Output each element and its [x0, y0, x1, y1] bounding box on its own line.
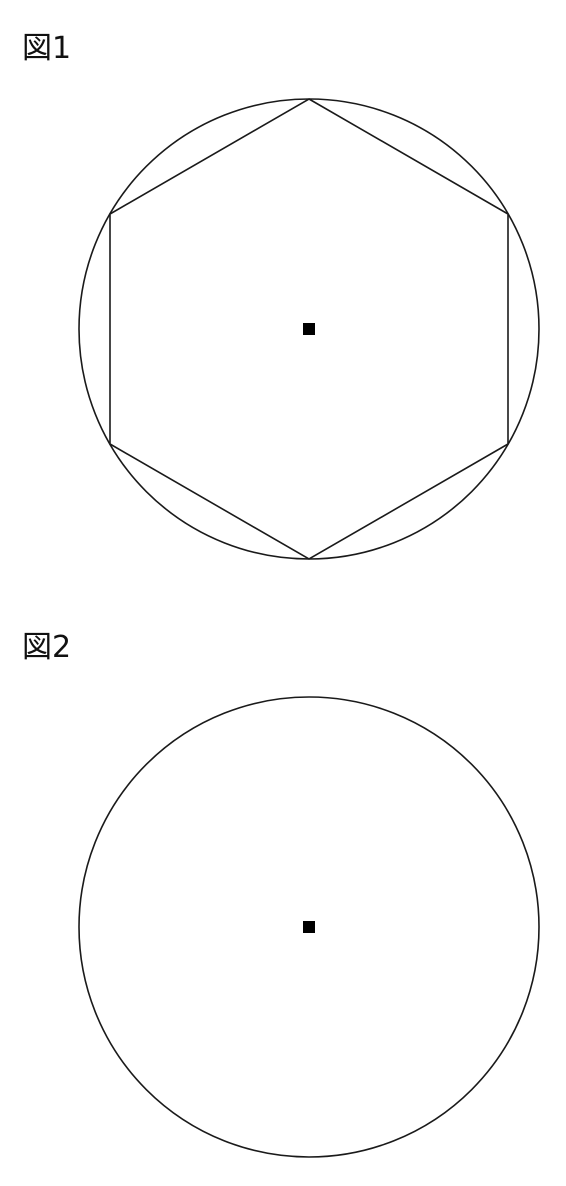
figure-2-diagram: [78, 696, 540, 1158]
inscribed-hexagon: [109, 98, 509, 560]
figure-1-diagram: [78, 98, 540, 560]
center-point: [303, 921, 315, 933]
figure-2-label: 図2: [22, 630, 72, 665]
circle: [78, 696, 540, 1158]
figure-1-label: 図1: [22, 31, 72, 66]
figure-2: [0, 688, 566, 1168]
center-point: [303, 323, 315, 335]
figure-1: [0, 90, 566, 570]
